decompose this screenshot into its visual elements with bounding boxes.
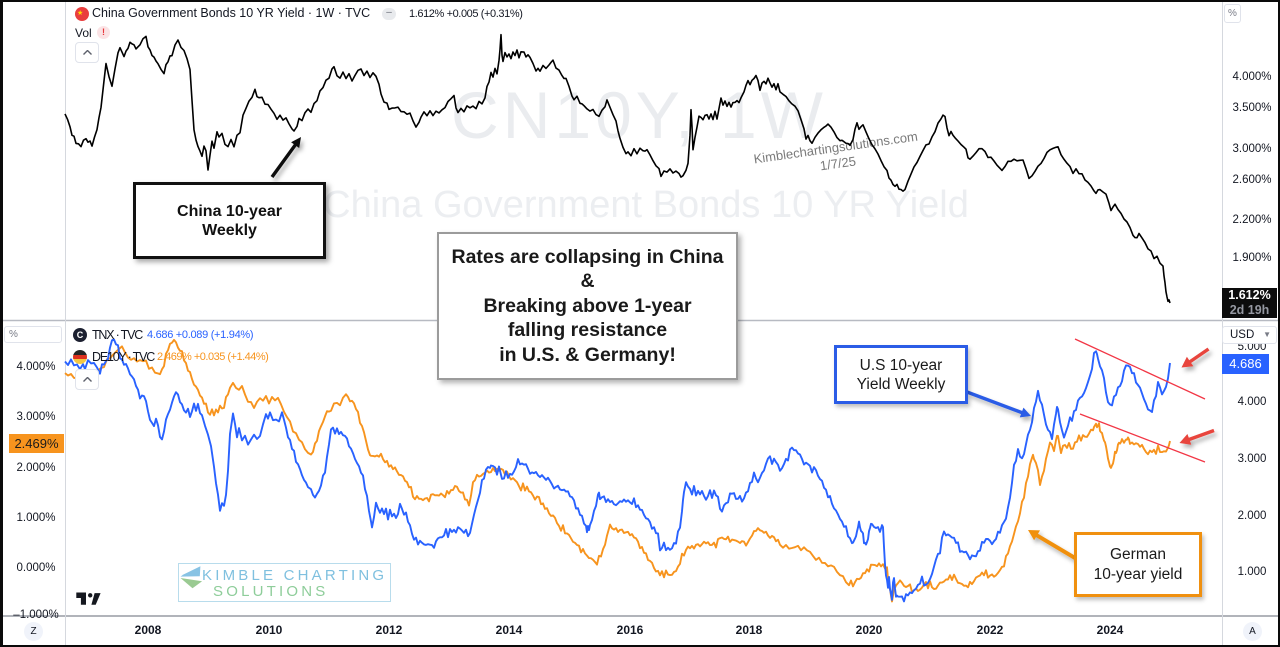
svg-text:CN10Y, 1W: CN10Y, 1W <box>451 78 827 152</box>
svg-text:China Government Bonds 10 YR Y: China Government Bonds 10 YR Yield <box>323 184 969 226</box>
svg-text:1/7/25: 1/7/25 <box>819 153 857 173</box>
